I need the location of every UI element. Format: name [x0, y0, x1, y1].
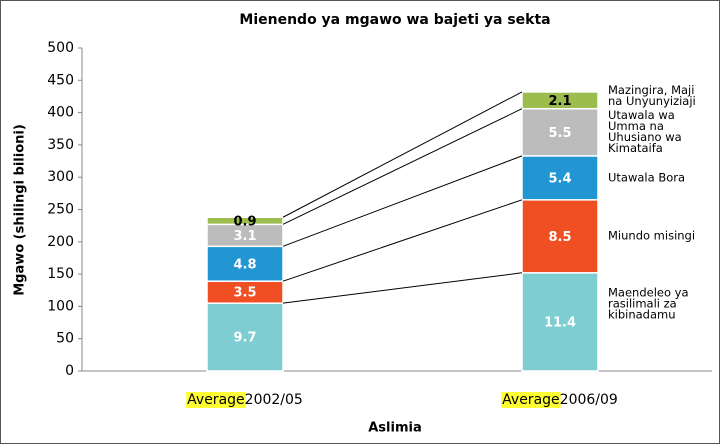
y-tick-label: 400: [47, 105, 74, 121]
y-tick-label: 150: [47, 266, 74, 282]
data-label: 3.1: [233, 229, 256, 244]
bar-segment: [521, 155, 599, 201]
legend-label: Maendeleo ya rasilimali za kibinadamu: [608, 285, 689, 322]
y-tick-label: 350: [47, 137, 74, 153]
data-label: 8.5: [548, 230, 571, 245]
x-tick-label: Average2002/05: [187, 392, 303, 408]
data-label: 3.5: [233, 286, 256, 301]
legend-label: Utawala Bora: [608, 170, 686, 185]
category-highlight: Average: [502, 392, 560, 408]
highlight: [186, 392, 246, 408]
data-label: 4.8: [233, 257, 256, 272]
connector: [282, 108, 523, 225]
data-label: 9.7: [233, 331, 256, 346]
bar-segment: [521, 107, 599, 157]
chart-title: Mienendo ya mgawo wa bajeti ya sekta: [239, 12, 550, 28]
bar-segment: [521, 272, 599, 372]
bar-segment: [206, 216, 284, 226]
legend-label: Miundo misingi: [608, 228, 696, 243]
legend-label: Utawala wa Umma na Uhusiano wa Kimataifa: [608, 108, 682, 156]
connector: [282, 272, 523, 304]
bar-segment: [206, 302, 284, 372]
data-label: 5.5: [548, 126, 571, 141]
y-tick-label: 100: [47, 298, 74, 314]
connector: [282, 199, 523, 282]
y-tick-label: 250: [47, 202, 74, 218]
bar-segment: [521, 199, 599, 274]
legend-label: Mazingira, Maji na Unyunyiziaji: [608, 83, 696, 109]
x-axis-label: Aslimia: [368, 421, 422, 436]
x-tick-label: Average2006/09: [502, 392, 618, 408]
category-name: 2002/05: [245, 392, 303, 408]
connector: [282, 155, 523, 247]
y-tick-label: 0: [65, 363, 74, 379]
connector: [282, 91, 523, 218]
bar-segment: [521, 91, 599, 110]
y-tick-label: 200: [47, 234, 74, 250]
category-highlight: Average: [187, 392, 245, 408]
y-tick-label: 300: [47, 169, 74, 185]
y-tick-label: 450: [47, 72, 74, 88]
data-label: 5.4: [548, 171, 571, 186]
category-name: 2006/09: [560, 392, 618, 408]
y-tick-label: 50: [56, 331, 74, 347]
y-tick-label: 500: [47, 40, 74, 56]
y-axis-label: Mgawo (shilingi bilioni): [13, 124, 28, 296]
data-label: 0.9: [233, 214, 256, 229]
highlight: [501, 392, 561, 408]
data-label: 2.1: [548, 94, 571, 109]
data-label: 11.4: [544, 315, 576, 330]
